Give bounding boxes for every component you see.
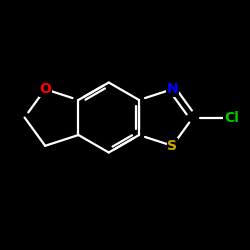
Text: Cl: Cl [224, 110, 239, 124]
Text: N: N [166, 82, 178, 96]
Text: O: O [39, 82, 51, 96]
Text: S: S [167, 139, 177, 153]
